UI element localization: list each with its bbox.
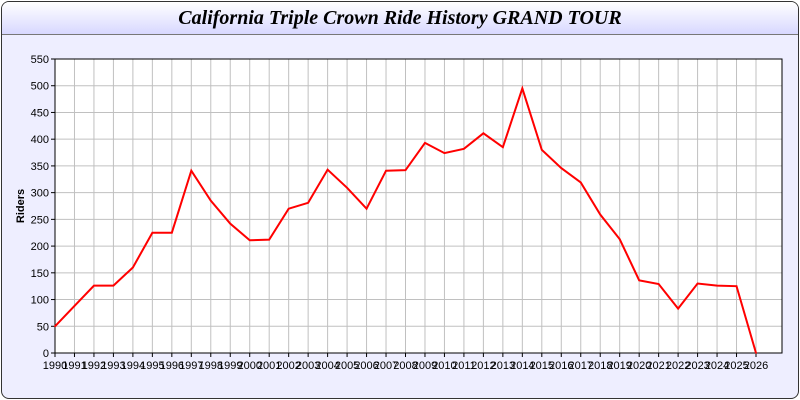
data-point — [541, 149, 543, 151]
data-point — [190, 169, 193, 172]
data-point — [307, 201, 309, 204]
y-tick-label: 500 — [31, 81, 49, 93]
x-tick-label: 2020 — [627, 360, 651, 372]
x-tick-label: 2007 — [374, 360, 398, 372]
data-point — [287, 207, 290, 210]
y-tick-label: 50 — [37, 321, 49, 333]
data-point — [560, 167, 563, 169]
x-tick-label: 1999 — [218, 360, 242, 372]
data-point — [326, 168, 329, 171]
x-tick-label: 2024 — [705, 360, 729, 372]
x-tick-label: 1991 — [62, 360, 86, 372]
data-point — [73, 305, 76, 307]
data-point — [443, 152, 446, 154]
x-tick-label: 2012 — [471, 360, 495, 372]
x-tick-label: 2006 — [354, 360, 378, 372]
data-point — [521, 87, 524, 90]
x-tick-label: 1990 — [43, 360, 67, 372]
data-point — [599, 213, 602, 216]
data-point — [132, 266, 134, 269]
plot-border — [54, 58, 783, 354]
x-tick-label: 1993 — [101, 360, 125, 372]
x-tick-label: 1994 — [121, 360, 145, 372]
data-point — [638, 279, 640, 282]
y-tick-label: 550 — [31, 54, 49, 66]
data-point — [735, 285, 738, 287]
x-tick-label: 2015 — [530, 360, 554, 372]
data-point — [677, 307, 679, 310]
data-point — [209, 199, 212, 202]
plot-area — [55, 59, 782, 353]
y-tick-label: 100 — [31, 295, 49, 307]
data-point — [171, 231, 173, 234]
y-tick-label: 450 — [31, 107, 49, 119]
x-tick-label: 2017 — [569, 360, 593, 372]
data-point — [151, 231, 154, 234]
data-point — [696, 282, 699, 285]
data-point — [618, 238, 621, 240]
y-tick-label: 250 — [31, 214, 49, 226]
x-tick-label: 2009 — [413, 360, 437, 372]
x-tick-label: 1998 — [199, 360, 223, 372]
x-tick-label: 1997 — [179, 360, 203, 372]
data-point — [463, 148, 465, 150]
y-axis-label: Riders — [15, 189, 27, 223]
x-tick-label: 2022 — [666, 360, 690, 372]
x-tick-label: 2013 — [491, 360, 515, 372]
x-tick-label: 2004 — [315, 360, 339, 372]
x-tick-label: 2008 — [393, 360, 417, 372]
data-point — [404, 169, 407, 171]
data-point — [248, 239, 251, 242]
y-tick-label: 400 — [31, 134, 49, 146]
data-point — [482, 132, 485, 135]
y-tick-label: 0 — [43, 348, 49, 360]
x-tick-label: 2000 — [237, 360, 261, 372]
data-point — [385, 169, 387, 172]
data-point — [112, 284, 115, 287]
x-tick-label: 1992 — [82, 360, 106, 372]
x-tick-label: 2016 — [549, 360, 573, 372]
x-tick-label: 1995 — [140, 360, 164, 372]
x-tick-label: 2025 — [724, 360, 748, 372]
x-tick-label: 2005 — [335, 360, 359, 372]
x-tick-label: 2014 — [510, 360, 534, 372]
x-tick-label: 2010 — [432, 360, 456, 372]
y-tick-label: 200 — [31, 241, 49, 253]
data-point — [579, 181, 582, 184]
data-point — [365, 207, 368, 210]
data-point — [502, 146, 504, 148]
chart-title: California Triple Crown Ride History GRA… — [2, 2, 798, 35]
x-tick-label: 2021 — [646, 360, 670, 372]
data-point — [229, 222, 232, 225]
x-tick-label: 1996 — [160, 360, 184, 372]
data-point — [424, 142, 426, 144]
x-tick-label: 2026 — [744, 360, 768, 372]
x-tick-label: 2018 — [588, 360, 612, 372]
x-tick-label: 2003 — [296, 360, 320, 372]
y-tick-label: 350 — [31, 161, 49, 173]
x-tick-label: 2011 — [452, 360, 476, 372]
x-tick-label: 2023 — [685, 360, 709, 372]
data-point — [657, 283, 660, 285]
y-tick-label: 300 — [31, 188, 49, 200]
y-tick-label: 150 — [31, 268, 49, 280]
x-tick-label: 2002 — [276, 360, 300, 372]
x-tick-label: 2019 — [607, 360, 631, 372]
data-point — [54, 325, 56, 328]
x-tick-label: 2001 — [257, 360, 281, 372]
data-point — [346, 187, 348, 189]
data-point — [755, 352, 757, 354]
data-point — [268, 238, 270, 241]
data-point — [716, 284, 718, 287]
data-point — [93, 284, 95, 287]
